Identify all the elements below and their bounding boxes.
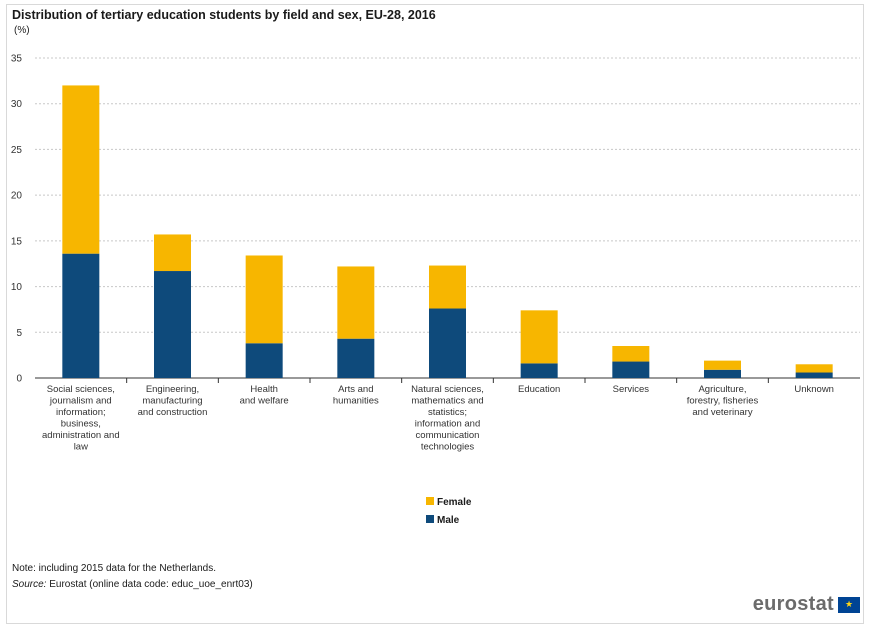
x-category-label-line: law [74, 442, 88, 453]
x-category-label-line: and veterinary [692, 407, 752, 418]
x-category-label-line: Social sciences, [47, 384, 115, 395]
bar-male [795, 372, 833, 378]
unit-label: (%) [14, 25, 30, 36]
x-category-label-line: and welfare [240, 396, 289, 407]
bar-male [612, 361, 650, 378]
x-category-label: Unknown [794, 384, 834, 395]
eurostat-logo: eurostat ★ [753, 593, 860, 616]
logo-text: eurostat [752, 593, 834, 615]
bar-male [520, 363, 558, 378]
x-category-label: Agriculture, forestry, fisheries and veter… [687, 384, 759, 418]
x-category-label-line: Natural sciences, [411, 384, 484, 395]
bar-male [429, 308, 466, 378]
bar-male [245, 343, 283, 378]
x-category-label-line: journalism and [49, 396, 112, 407]
legend-swatch-female [426, 497, 434, 505]
x-category-label-line: technologies [421, 442, 475, 453]
bar-male [704, 369, 741, 378]
source-text: Source: Eurostat (online data code: educ… [12, 579, 253, 590]
x-category-label: Engineering, manufacturing and constructio… [138, 384, 208, 418]
y-tick-label: 0 [16, 374, 22, 385]
bar-female [429, 265, 466, 309]
x-category-label-line: humanities [333, 396, 379, 407]
chart-title: Distribution of tertiary education stude… [12, 8, 436, 22]
bar-female [154, 234, 191, 272]
legend-label-male: Male [437, 515, 460, 526]
bar-male [154, 271, 191, 378]
bar-male [62, 253, 100, 378]
x-category-label-line: Engineering, [146, 384, 199, 395]
x-category-label-line: Arts and [338, 384, 373, 395]
legend-label-female: Female [437, 497, 472, 508]
note-text: Note: including 2015 data for the Nether… [12, 563, 217, 574]
bar-female [245, 255, 283, 344]
bar-male [337, 338, 375, 378]
x-category-label-line: Education [518, 384, 560, 395]
source-value: Eurostat (online data code: educ_uoe_enr… [49, 579, 253, 590]
x-category-label-line: business, [61, 419, 101, 430]
x-category-label-line: mathematics and [411, 396, 483, 407]
y-tick-label: 10 [11, 282, 23, 293]
x-category-label: Arts and humanities [333, 384, 379, 407]
bar-female [612, 346, 650, 362]
y-tick-label: 5 [16, 328, 22, 339]
x-category-label-line: Agriculture, [698, 384, 746, 395]
x-category-label: Services [613, 384, 650, 395]
x-category-label-line: and construction [138, 407, 208, 418]
x-category-label-line: manufacturing [142, 396, 202, 407]
y-tick-label: 20 [11, 191, 23, 202]
x-category-label: Health and welfare [240, 384, 289, 407]
bar-female [520, 310, 558, 364]
y-tick-label: 30 [11, 99, 23, 110]
x-category-label-line: Services [613, 384, 650, 395]
bar-female [62, 85, 100, 254]
x-category-label-line: Health [250, 384, 277, 395]
x-category-label-line: information; [56, 407, 106, 418]
x-category-label: Education [518, 384, 560, 395]
bar-female [704, 360, 741, 370]
y-tick-label: 15 [11, 236, 23, 247]
y-tick-label: 35 [11, 54, 23, 65]
x-category-label-line: administration and [42, 430, 120, 441]
y-tick-label: 25 [11, 145, 23, 156]
x-category-label: Natural sciences, mathematics and statisti… [411, 384, 484, 453]
bar-female [337, 266, 375, 339]
chart-frame [6, 4, 864, 624]
bar-female [795, 364, 833, 373]
x-category-label-line: statistics; [428, 407, 467, 418]
x-category-label: Social sciences, journalism and informatio… [42, 384, 120, 453]
x-category-label-line: communication [416, 430, 480, 441]
x-category-label-line: forestry, fisheries [687, 396, 759, 407]
source-label: Source: [12, 579, 47, 590]
x-category-label-line: information and [415, 419, 480, 430]
x-category-label-line: Unknown [794, 384, 834, 395]
eu-flag-icon: ★ [838, 596, 860, 613]
legend-swatch-male [426, 515, 434, 523]
